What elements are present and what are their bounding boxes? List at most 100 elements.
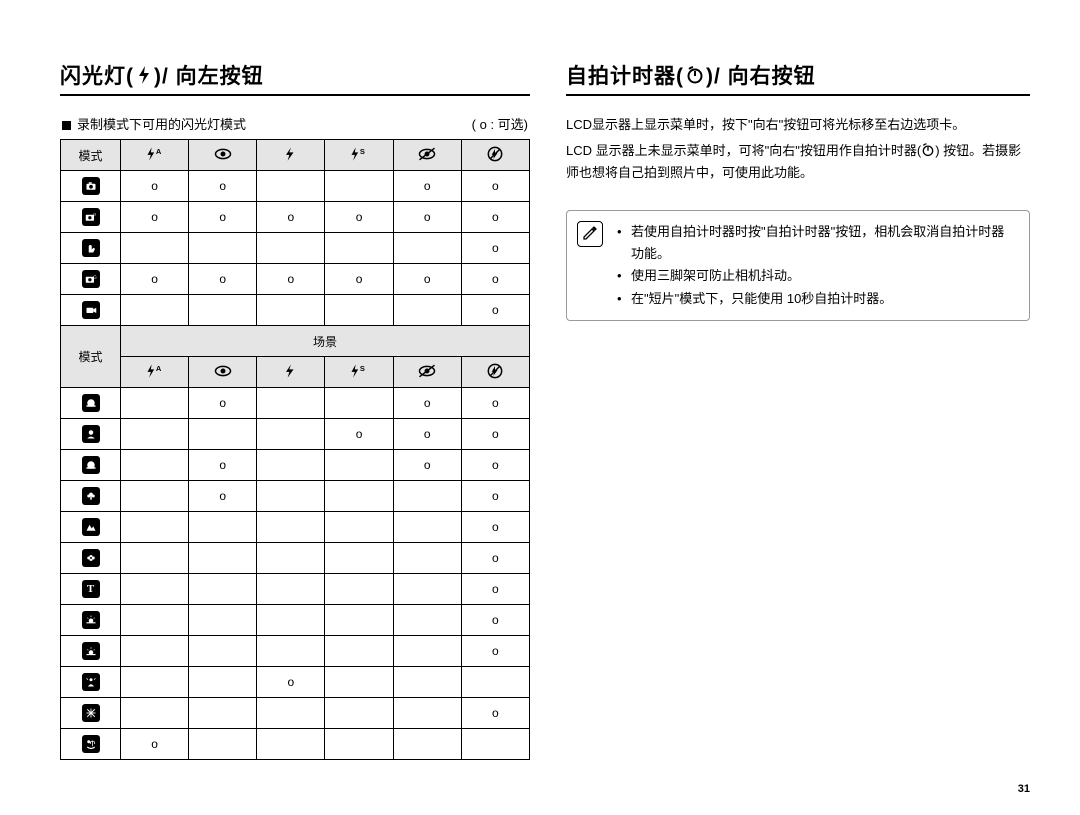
- mode-icon-cell: [61, 388, 121, 419]
- table-row: o: [61, 295, 530, 326]
- table-cell: o: [461, 605, 529, 636]
- flash-col-header: [257, 140, 325, 171]
- table-cell: [325, 171, 393, 202]
- mode-icon-cell: [61, 636, 121, 667]
- table-cell: [189, 233, 257, 264]
- flash-col-header: [461, 140, 529, 171]
- table-cell: [393, 729, 461, 760]
- table-cell: [121, 388, 189, 419]
- table-cell: o: [393, 419, 461, 450]
- table-cell: [257, 698, 325, 729]
- svg-text:S: S: [360, 147, 365, 156]
- subhead-left: 录制模式下可用的闪光灯模式: [62, 114, 246, 133]
- table-cell: [121, 512, 189, 543]
- table-cell: o: [461, 698, 529, 729]
- table-cell: [257, 295, 325, 326]
- svg-text:A: A: [155, 364, 161, 373]
- table-cell: o: [461, 202, 529, 233]
- right-heading: 自拍计时器( )/ 向右按钮: [566, 60, 1030, 96]
- table-row: Goooooo: [61, 264, 530, 295]
- table-cell: [121, 481, 189, 512]
- note-box: 若使用自拍计时器时按"自拍计时器"按钮，相机会取消自拍计时器功能。使用三脚架可防…: [566, 210, 1030, 320]
- timer-icon: [686, 66, 704, 84]
- table-cell: [257, 233, 325, 264]
- table-row: o: [61, 636, 530, 667]
- note-icon: [577, 221, 603, 247]
- table-cell: o: [393, 202, 461, 233]
- table-cell: [393, 512, 461, 543]
- mode-icon-cell: P: [61, 202, 121, 233]
- table-cell: [257, 450, 325, 481]
- table-cell: [325, 512, 393, 543]
- table-row: o: [61, 543, 530, 574]
- table-cell: o: [325, 419, 393, 450]
- flash-col-header: [257, 357, 325, 388]
- table-cell: o: [189, 388, 257, 419]
- table-cell: [325, 667, 393, 698]
- table-cell: [325, 233, 393, 264]
- scene-mode-header: 模式: [61, 326, 121, 388]
- table-cell: [393, 481, 461, 512]
- mode-icon-cell: G: [61, 264, 121, 295]
- mode-icon-cell: [61, 512, 121, 543]
- table-cell: o: [461, 264, 529, 295]
- table-cell: [393, 295, 461, 326]
- mode-icon-cell: [61, 698, 121, 729]
- table-cell: o: [189, 450, 257, 481]
- flash-col-header: [393, 140, 461, 171]
- table-cell: o: [461, 512, 529, 543]
- table-cell: [325, 543, 393, 574]
- table-cell: [393, 667, 461, 698]
- table-cell: o: [461, 233, 529, 264]
- table-cell: [189, 605, 257, 636]
- table-cell: o: [461, 295, 529, 326]
- table-cell: [393, 543, 461, 574]
- table-cell: [461, 729, 529, 760]
- table-row: oooo: [61, 171, 530, 202]
- svg-text:A: A: [155, 147, 161, 156]
- table-cell: [189, 698, 257, 729]
- flash-col-header: S: [325, 357, 393, 388]
- table-row: To: [61, 574, 530, 605]
- mode-icon-cell: [61, 419, 121, 450]
- flash-col-header: [189, 357, 257, 388]
- table-cell: o: [189, 171, 257, 202]
- table-cell: o: [393, 264, 461, 295]
- table-cell: [325, 388, 393, 419]
- note-item: 在"短片"模式下，只能使用 10秒自拍计时器。: [617, 288, 1017, 310]
- table-cell: [393, 605, 461, 636]
- mode-icon-cell: [61, 543, 121, 574]
- table-row: o: [61, 512, 530, 543]
- svg-text:P: P: [93, 212, 96, 217]
- table-cell: [189, 512, 257, 543]
- table-cell: [325, 574, 393, 605]
- table-cell: o: [325, 264, 393, 295]
- note-item: 使用三脚架可防止相机抖动。: [617, 265, 1017, 287]
- table-cell: [325, 636, 393, 667]
- table-row: o: [61, 729, 530, 760]
- table-cell: [189, 636, 257, 667]
- para2: LCD 显示器上未显示菜单时，可将"向右"按钮用作自拍计时器() 按钮。若摄影师…: [566, 140, 1030, 184]
- table-cell: o: [393, 171, 461, 202]
- mode-icon-cell: T: [61, 574, 121, 605]
- table-cell: [257, 512, 325, 543]
- table-cell: o: [393, 388, 461, 419]
- table-row: o: [61, 698, 530, 729]
- flash-col-header: [393, 357, 461, 388]
- table-cell: [121, 636, 189, 667]
- mode-icon-cell: [61, 450, 121, 481]
- flash-col-header: A: [121, 140, 189, 171]
- notes-list: 若使用自拍计时器时按"自拍计时器"按钮，相机会取消自拍计时器功能。使用三脚架可防…: [617, 221, 1017, 309]
- table-cell: [257, 543, 325, 574]
- table-cell: [325, 481, 393, 512]
- table-cell: [461, 667, 529, 698]
- heading-text-c: 自拍计时器(: [566, 60, 684, 90]
- table-cell: [121, 419, 189, 450]
- table-row: Poooooo: [61, 202, 530, 233]
- table-cell: [257, 729, 325, 760]
- table-cell: [257, 419, 325, 450]
- table-cell: [189, 419, 257, 450]
- flash-icon: [136, 65, 152, 85]
- table-row: o: [61, 667, 530, 698]
- table-cell: o: [121, 729, 189, 760]
